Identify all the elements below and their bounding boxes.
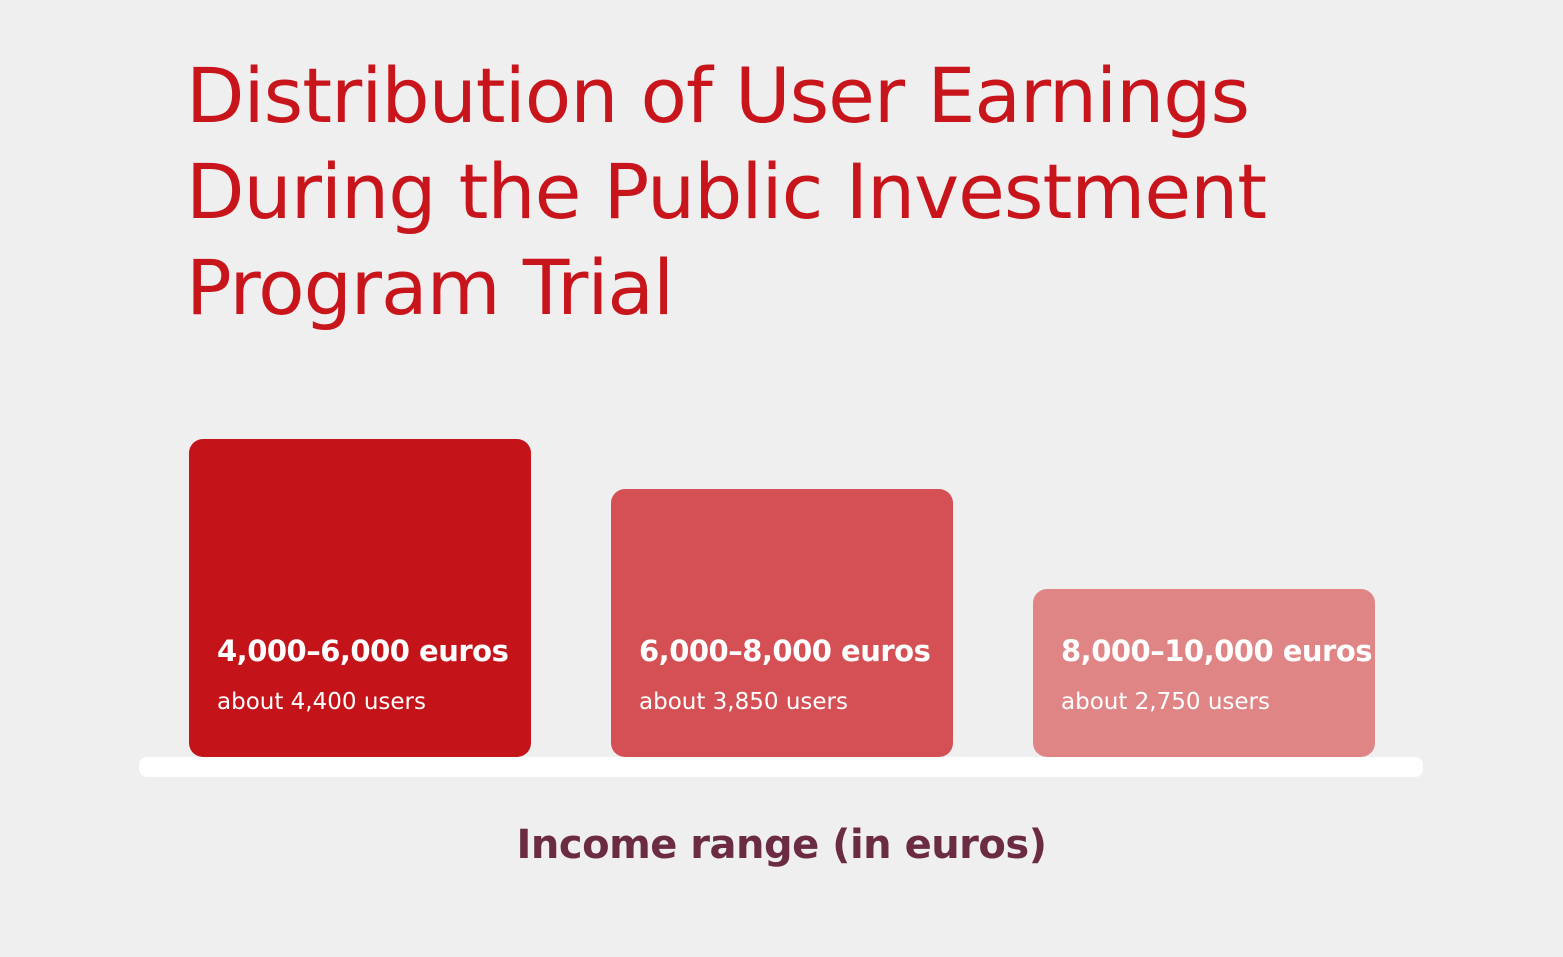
baseline — [139, 757, 1423, 777]
bar-1: 4,000–6,000 euros about 4,400 users — [189, 439, 531, 757]
chart-title: Distribution of User Earnings During the… — [186, 51, 1267, 332]
bar-value-label: about 4,400 users — [217, 689, 426, 715]
bar-category-label: 8,000–10,000 euros — [1061, 634, 1373, 668]
bar-category-label: 6,000–8,000 euros — [639, 634, 931, 668]
x-axis-label: Income range (in euros) — [516, 822, 1047, 868]
bar-value-label: about 3,850 users — [639, 689, 848, 715]
bar-2: 6,000–8,000 euros about 3,850 users — [611, 488, 953, 757]
bar-value-label: about 2,750 users — [1061, 689, 1270, 715]
bar-category-label: 4,000–6,000 euros — [217, 634, 509, 668]
bar-3: 8,000–10,000 euros about 2,750 users — [1033, 588, 1375, 757]
